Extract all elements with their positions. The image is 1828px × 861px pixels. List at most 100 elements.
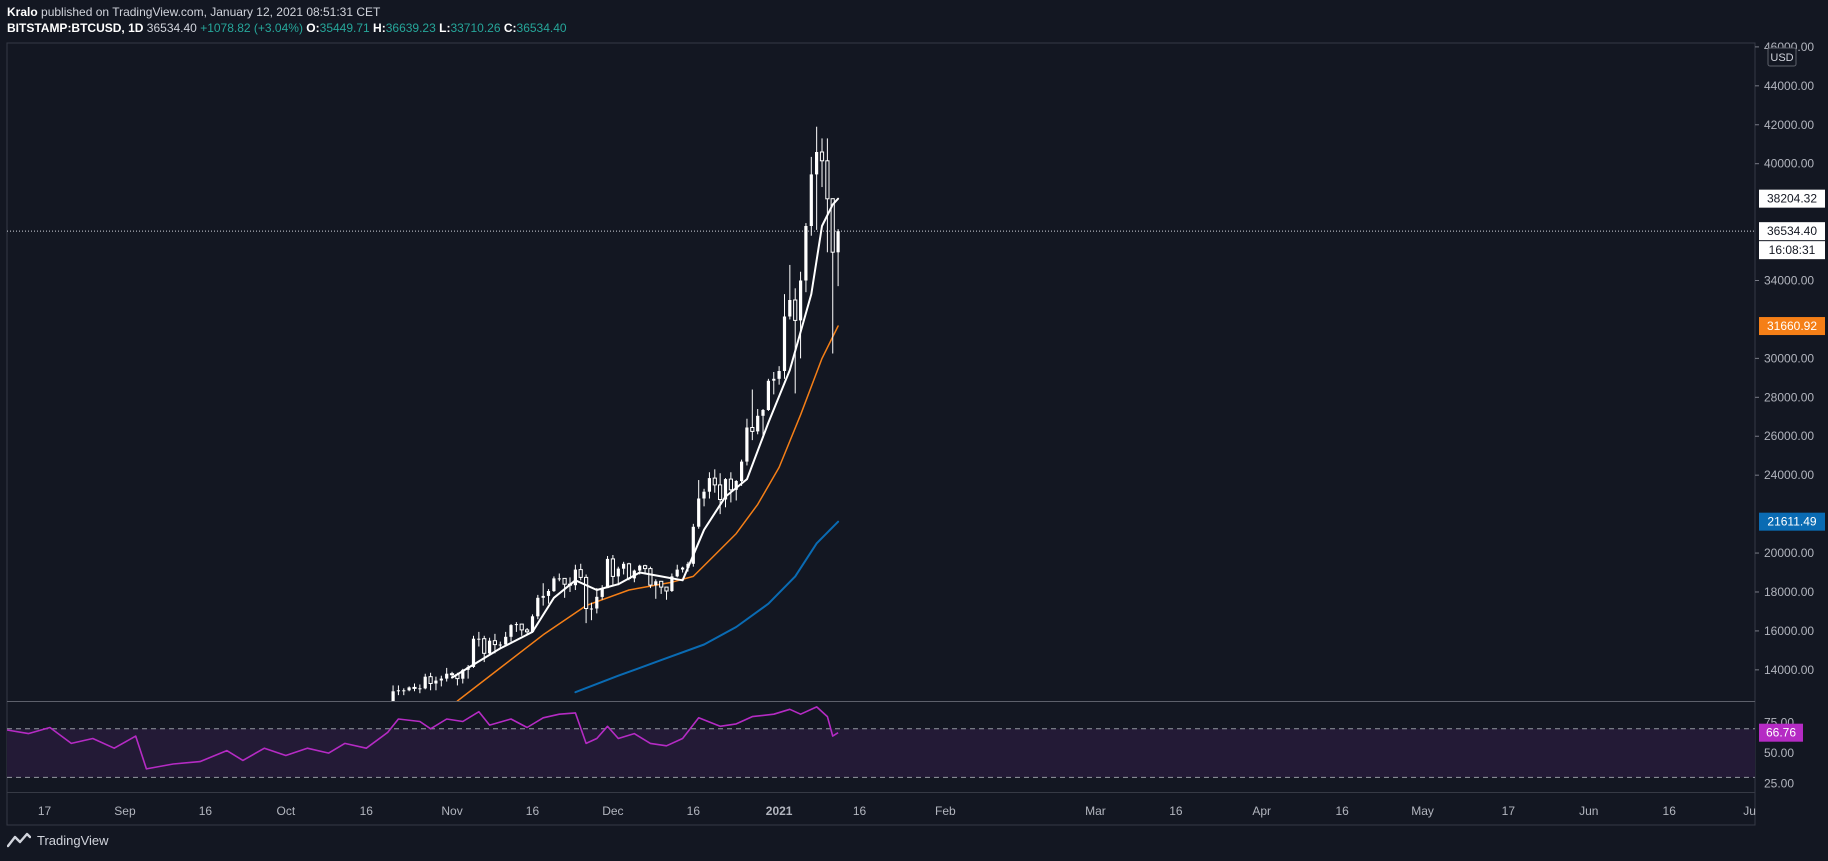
candle-body <box>707 478 711 492</box>
candle <box>610 554 615 586</box>
candle <box>504 631 508 645</box>
price-axis-badge-text: 31660.92 <box>1767 319 1817 333</box>
time-axis-label: Feb <box>935 804 956 818</box>
candle <box>546 589 551 604</box>
candle-body <box>509 625 513 637</box>
candle-body <box>830 198 835 253</box>
candle <box>595 588 599 614</box>
candle <box>772 372 776 395</box>
price-axis-badge-text: 16:08:31 <box>1769 243 1816 257</box>
candle-body <box>809 174 813 226</box>
time-axis-label: Oct <box>276 804 295 818</box>
candle <box>471 635 476 668</box>
publisher-name[interactable]: Kralo <box>7 5 38 19</box>
candle <box>782 294 787 379</box>
candle <box>788 264 792 320</box>
candle <box>605 555 610 589</box>
candle-body <box>793 299 798 321</box>
candle <box>707 472 711 499</box>
candle-body <box>643 565 648 570</box>
candle-body <box>488 640 492 654</box>
candle-body <box>578 569 583 578</box>
open-value: 35449.71 <box>319 21 370 35</box>
candle <box>815 126 819 230</box>
symbol-name[interactable]: BITSTAMP:BTCUSD, 1D <box>7 21 144 35</box>
candle-body <box>562 577 567 585</box>
candle-body <box>498 644 502 646</box>
candle-body <box>777 371 781 379</box>
rsi-band-fill <box>7 728 1755 778</box>
time-axis-label: 16 <box>687 804 701 818</box>
price-axis-label: 26000.00 <box>1764 429 1814 443</box>
candle <box>681 566 685 573</box>
candle-body <box>402 690 406 692</box>
candle-body <box>412 686 417 689</box>
candle <box>804 223 808 293</box>
candle-body <box>610 558 615 577</box>
price-axis-label: 40000.00 <box>1764 157 1814 171</box>
candle <box>819 138 825 188</box>
candle-body <box>728 478 733 491</box>
candle <box>509 624 513 642</box>
candle-body <box>407 687 411 691</box>
time-axis-label: 16 <box>360 804 374 818</box>
candle <box>675 564 679 578</box>
candle-body <box>519 623 524 631</box>
candle <box>557 573 561 582</box>
candle-body <box>734 481 738 490</box>
time-axis-label: 16 <box>199 804 213 818</box>
rsi-value-badge-bg <box>1759 723 1803 742</box>
time-axis-label: Sep <box>114 804 136 818</box>
candle-body <box>530 616 535 632</box>
candle-body <box>723 479 728 500</box>
price-axis-badge-bg <box>1759 317 1825 336</box>
candle <box>712 469 717 493</box>
tradingview-logo[interactable]: TradingView <box>6 832 109 848</box>
candle <box>573 564 577 591</box>
currency-badge <box>1767 47 1797 67</box>
candle <box>723 478 728 508</box>
candle <box>488 637 492 656</box>
rsi-axis-label: 50.00 <box>1764 746 1794 760</box>
price-axis-label: 20000.00 <box>1764 546 1814 560</box>
candle-body <box>654 581 658 586</box>
candle <box>402 688 406 696</box>
candle <box>740 459 744 486</box>
candle-body <box>788 300 792 317</box>
candle-body <box>664 586 669 592</box>
price-axis-badge-bg <box>1759 241 1825 260</box>
candle-body <box>750 427 755 432</box>
rsi-axis-label: 25.00 <box>1764 776 1794 790</box>
candle-body <box>418 688 422 690</box>
time-axis-label: 16 <box>1663 804 1677 818</box>
candle <box>386 708 389 715</box>
candle <box>477 631 481 647</box>
candle <box>697 480 701 529</box>
candle <box>825 138 830 253</box>
candle <box>519 623 524 636</box>
candle-body <box>825 160 830 200</box>
candle <box>428 672 433 691</box>
time-axis-label: 17 <box>1502 804 1516 818</box>
rsi-line <box>7 706 839 770</box>
rsi-value-badge: 66.76 <box>1759 723 1803 742</box>
candle-body <box>616 568 620 577</box>
candle <box>439 675 443 687</box>
candle-body <box>712 477 717 486</box>
symbol-legend: BITSTAMP:BTCUSD, 1D 36534.40 +1078.82 (+… <box>7 21 567 35</box>
open-label: O: <box>306 21 320 35</box>
low-label: L: <box>439 21 451 35</box>
candle <box>514 622 518 632</box>
candle <box>691 523 695 567</box>
time-axis-label: 17 <box>38 804 52 818</box>
candle <box>396 685 400 696</box>
time-axis-label: Nov <box>441 804 462 818</box>
candle-body <box>396 690 400 692</box>
candle-body <box>626 563 632 579</box>
candle <box>622 561 626 575</box>
candle <box>407 686 411 692</box>
candle <box>412 683 417 692</box>
candle <box>530 614 535 633</box>
candle-body <box>471 638 476 667</box>
